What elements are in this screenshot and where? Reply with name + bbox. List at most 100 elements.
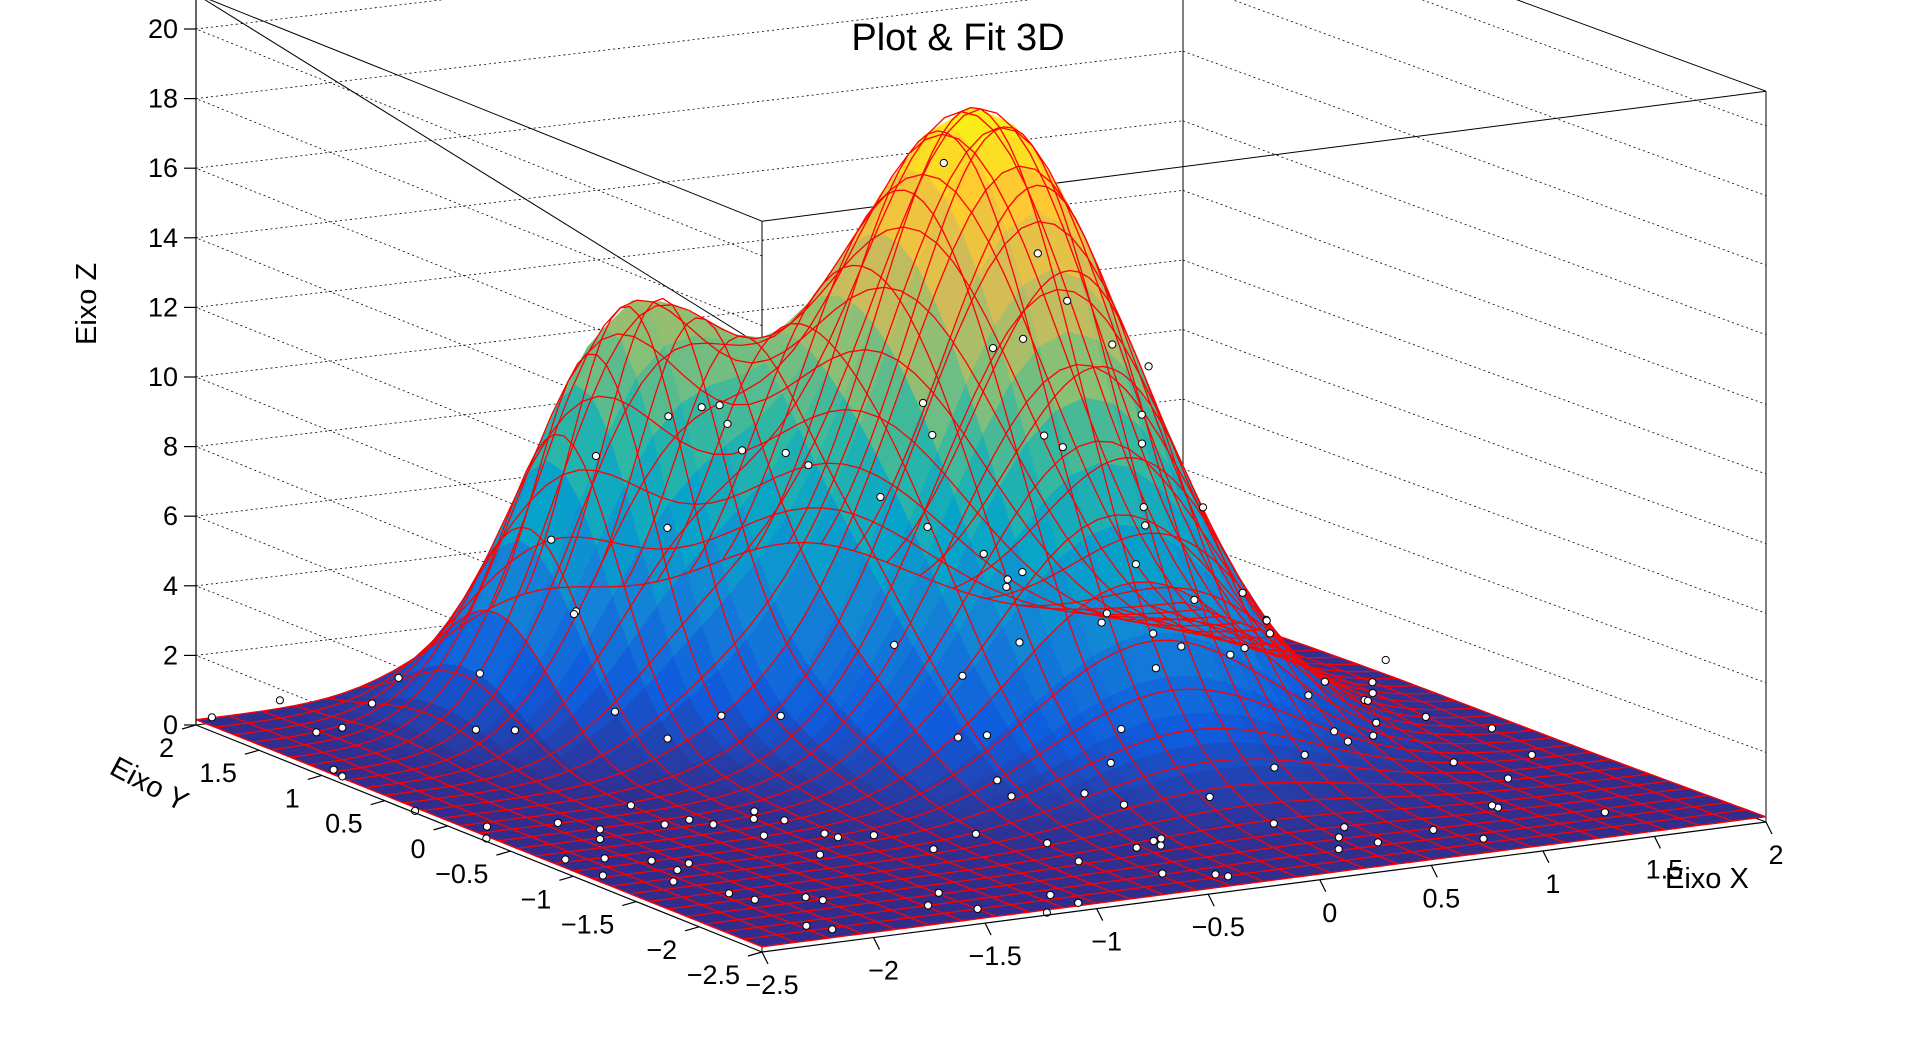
mesh-line-y: [252, 395, 1242, 743]
data-point: [1158, 869, 1167, 878]
y-tick-label: 2: [159, 733, 174, 763]
y-tick-label: −2.5: [687, 960, 740, 990]
mesh-line-y: [516, 514, 1514, 850]
grid-line: [195, 120, 1184, 239]
y-tick: [307, 774, 322, 781]
x-tick: [873, 937, 881, 950]
data-point: [1003, 575, 1012, 584]
data-point: [715, 401, 724, 410]
data-point: [312, 728, 321, 737]
data-point: [929, 845, 938, 854]
mesh-line-y: [497, 440, 1494, 842]
x-tick: [1542, 850, 1550, 864]
data-point: [1300, 750, 1309, 760]
y-tick: [244, 749, 260, 755]
data-point: [1015, 638, 1024, 647]
data-point: [673, 866, 682, 875]
data-point: [833, 833, 843, 842]
data-point: [1421, 712, 1430, 722]
data-point: [1320, 677, 1330, 686]
data-point: [547, 535, 556, 544]
data-point: [759, 831, 769, 840]
data-point: [1074, 898, 1083, 908]
y-tick: [747, 951, 763, 957]
data-point: [723, 419, 732, 428]
data-point: [1224, 872, 1233, 881]
axes: −2.5 −2 −1.5 −1 −0.5 0 0.5 1 1.5 2 −2.5 −2 −1.5 −1 −0.…: [148, 0, 1784, 1000]
data-point: [1141, 521, 1150, 530]
mesh-line-y: [328, 173, 1320, 774]
mesh-line-y: [535, 581, 1533, 857]
mesh-line-y: [214, 507, 1203, 728]
data-point: [1019, 334, 1028, 343]
data-point: [1151, 664, 1161, 673]
data-point: [815, 850, 825, 859]
grid-line: [1231, 0, 1767, 196]
data-point: [610, 707, 620, 716]
data-point: [1240, 644, 1249, 653]
data-point: [1190, 595, 1199, 605]
fit-surface: [195, 106, 1767, 948]
data-point: [471, 725, 480, 734]
mesh-line-y: [743, 808, 1747, 940]
data-point: [1132, 843, 1141, 852]
mesh-line-y: [309, 226, 1300, 766]
data-point: [1304, 691, 1313, 700]
data-point: [569, 610, 579, 619]
mesh-line-y: [403, 126, 1397, 804]
data-point: [275, 696, 284, 705]
mesh-line-y: [611, 758, 1611, 887]
y-axis-label: Eixo Y: [105, 751, 194, 818]
data-point: [979, 549, 988, 559]
data-point: [1117, 725, 1126, 734]
data-point: [1368, 689, 1377, 698]
data-point: [828, 925, 837, 934]
data-points: [207, 158, 1610, 934]
data-point: [660, 820, 669, 829]
y-tick-label: −1.5: [561, 910, 614, 940]
data-point: [1369, 731, 1378, 740]
data-point: [1205, 792, 1214, 802]
grid-line: [195, 50, 1184, 169]
data-point: [1363, 696, 1373, 705]
z-tick-label: 6: [163, 501, 178, 531]
data-point: [1144, 362, 1153, 371]
data-point: [1368, 678, 1377, 687]
data-point: [923, 522, 932, 532]
data-point: [1373, 838, 1383, 847]
data-point: [482, 822, 492, 831]
data-point: [776, 711, 785, 721]
x-tick-label: −2.5: [745, 970, 798, 1000]
x-tick-label: −0.5: [1192, 912, 1245, 942]
y-tick: [433, 825, 448, 831]
data-point: [697, 403, 706, 412]
data-point: [1340, 823, 1349, 832]
data-point: [973, 904, 982, 914]
z-tick-label: 10: [148, 362, 178, 392]
mesh-line-y: [724, 801, 1728, 933]
data-point: [750, 895, 759, 904]
data-point: [1211, 870, 1220, 879]
data-point: [982, 731, 992, 740]
x-tick: [761, 951, 769, 965]
x-tick-label: 1.5: [1646, 854, 1684, 884]
data-point: [993, 776, 1002, 785]
data-point: [598, 871, 608, 880]
data-point: [207, 713, 216, 722]
data-point: [1269, 819, 1278, 828]
x-tick-label: 0: [1322, 898, 1337, 928]
x-tick: [1319, 879, 1327, 893]
data-point: [1238, 588, 1247, 597]
data-point: [958, 671, 967, 680]
data-point: [1330, 727, 1339, 736]
x-tick: [1653, 836, 1661, 849]
y-axis-line: [195, 724, 763, 953]
data-point: [890, 640, 899, 650]
z-tick-label: 0: [163, 710, 178, 740]
data-point: [1487, 724, 1497, 733]
grid-line: [195, 0, 1032, 99]
data-point: [647, 856, 656, 865]
data-point: [1002, 582, 1011, 592]
data-point: [626, 801, 636, 810]
